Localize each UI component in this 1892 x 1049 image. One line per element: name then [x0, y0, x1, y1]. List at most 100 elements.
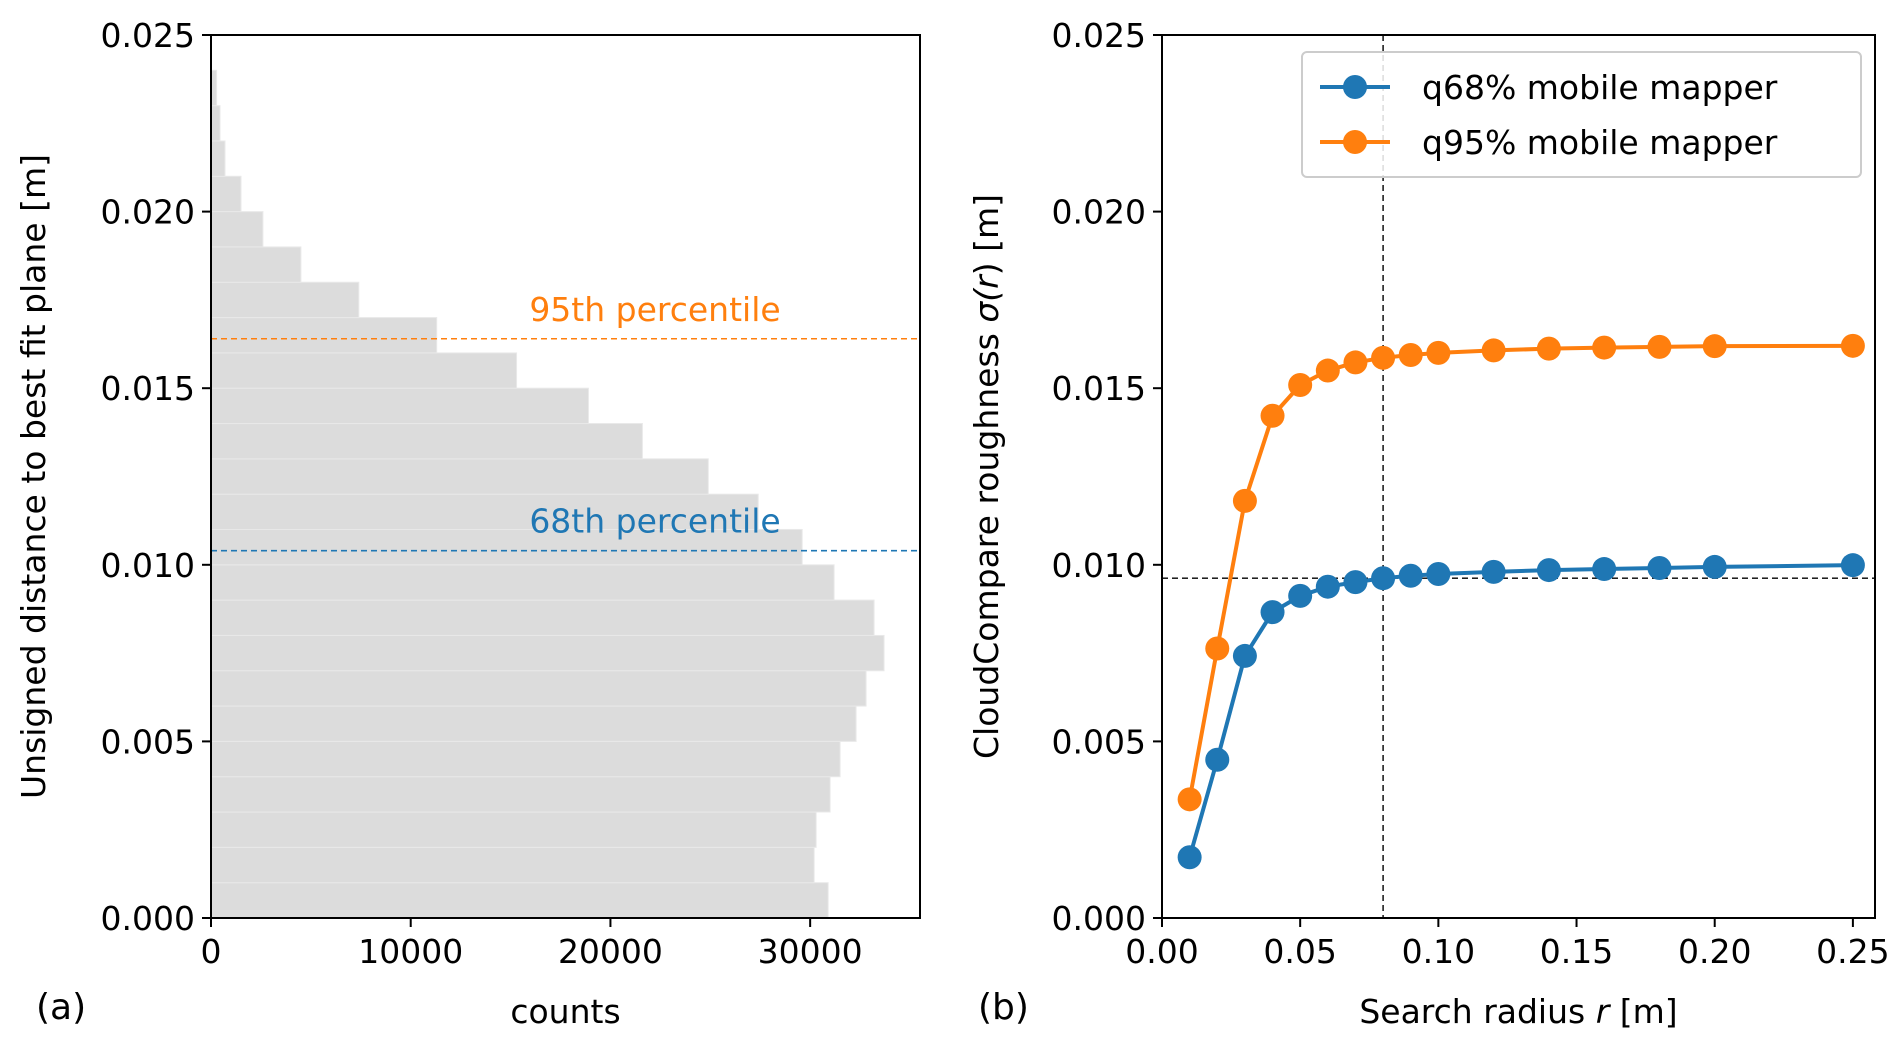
series-point [1647, 555, 1672, 580]
y-tick-label: 0.015 [1052, 369, 1146, 408]
roughness-x-axis-label: Search radius r [m] [1359, 992, 1677, 1031]
y-tick-label: 0.025 [1052, 16, 1146, 55]
histogram-bar [210, 811, 817, 848]
series-point [1288, 373, 1313, 398]
x-tick-label: 10000 [358, 932, 463, 971]
y-tick-label: 0.020 [101, 193, 195, 232]
roughness-axes-frame [1161, 34, 1876, 919]
histogram-bar [210, 740, 841, 778]
series-line [1187, 343, 1853, 800]
y-tick-label: 0.020 [1052, 193, 1146, 232]
roughness-y-axis-label: CloudCompare roughness σ(r) [m] [967, 194, 1006, 759]
histogram-bar [210, 493, 759, 530]
x-label-var: r [1596, 992, 1612, 1031]
y-tick-label: 0.005 [1052, 722, 1146, 761]
histogram-bar [210, 882, 829, 919]
histogram-bar [210, 175, 242, 213]
y-label-suffix: ) [m] [967, 194, 1006, 275]
x-tick-label: 0.20 [1678, 932, 1751, 971]
x-tick-label: 30000 [758, 932, 863, 971]
percentile-lines: 95th percentile 68th percentile [211, 290, 920, 552]
y-tick-label: 0.015 [101, 369, 195, 408]
panel-label-a: (a) [36, 987, 86, 1028]
series-point [1702, 334, 1727, 359]
series-point [1343, 350, 1368, 375]
histogram-bar [210, 705, 857, 742]
reference-lines [1162, 35, 1875, 918]
histogram-y-axis-label: Unsigned distance to best fit plane [m] [14, 154, 53, 799]
series-point [1232, 488, 1257, 513]
y-tick-label: 0.000 [1052, 899, 1146, 938]
roughness-panel: 0.00 0.05 0.10 0.15 0.20 0.25 0.000 0.005 0.010… [967, 16, 1890, 1031]
legend: q68% mobile mapper q95% mobile mapper [1301, 51, 1862, 178]
histogram-bar [210, 599, 875, 636]
series-0 [1177, 553, 1865, 870]
percentile-label: 68th percentile [529, 502, 780, 541]
histogram-bar [210, 528, 803, 566]
series-point [1177, 845, 1202, 870]
series-point [1260, 403, 1285, 428]
x-label-prefix: Search radius [1359, 992, 1595, 1031]
histogram-bar [210, 670, 867, 707]
y-tick-label: 0.000 [101, 899, 195, 938]
series-point [1702, 554, 1727, 579]
x-tick-label: 0 [201, 932, 222, 971]
histogram-bar [210, 211, 264, 248]
series-line [1187, 563, 1853, 858]
series-point [1288, 583, 1313, 608]
histogram-bar [210, 317, 438, 354]
histogram-bar [210, 140, 226, 177]
histogram-axes-frame [210, 34, 921, 919]
series-point [1426, 340, 1451, 365]
histogram-y-ticks: 0.000 0.005 0.010 0.015 0.020 0.025 [101, 16, 211, 938]
series-point [1205, 747, 1230, 772]
series-point [1536, 336, 1561, 361]
series-point [1398, 563, 1423, 588]
series-point [1647, 334, 1672, 359]
series-point [1398, 342, 1423, 367]
series-point [1343, 570, 1368, 595]
legend-marker [1343, 75, 1367, 99]
histogram-panel: 95th percentile 68th percentile 0 10000 200… [14, 16, 921, 1031]
histogram-bar [210, 458, 709, 495]
y-label-var: r [967, 273, 1006, 289]
histogram-bar [210, 105, 221, 142]
x-label-suffix: [m] [1609, 992, 1677, 1031]
series-point [1592, 335, 1617, 360]
series-point [1232, 643, 1257, 668]
series-point [1315, 358, 1340, 383]
histogram-x-ticks: 0 10000 20000 30000 [201, 918, 863, 971]
y-tick-label: 0.010 [1052, 546, 1146, 585]
histogram-bars [210, 69, 885, 919]
percentile-label: 95th percentile [529, 290, 780, 329]
y-label-prefix: CloudCompare roughness [967, 323, 1006, 759]
y-tick-label: 0.010 [101, 546, 195, 585]
series-1 [1177, 333, 1865, 812]
x-tick-label: 0.00 [1125, 932, 1198, 971]
roughness-y-ticks: 0.000 0.005 0.010 0.015 0.020 0.025 [1052, 16, 1162, 938]
x-tick-label: 0.15 [1540, 932, 1613, 971]
histogram-bar [210, 281, 360, 319]
roughness-x-ticks: 0.00 0.05 0.10 0.15 0.20 0.25 [1125, 918, 1890, 971]
histogram-bar [210, 846, 815, 884]
histogram-x-axis-label: counts [510, 992, 620, 1031]
histogram-bar [210, 423, 643, 460]
y-tick-label: 0.005 [101, 722, 195, 761]
y-label-sigma: σ( [967, 287, 1006, 323]
histogram-bar [210, 564, 835, 601]
histogram-bar [210, 776, 831, 813]
y-tick-label: 0.025 [101, 16, 195, 55]
series-point [1177, 787, 1202, 812]
series-point [1592, 557, 1617, 582]
histogram-bar [210, 246, 302, 283]
legend-marker [1343, 130, 1367, 154]
legend-label: q95% mobile mapper [1422, 123, 1778, 162]
legend-label: q68% mobile mapper [1422, 68, 1778, 107]
series-point [1371, 345, 1396, 370]
histogram-bar [210, 387, 589, 425]
series-point [1840, 553, 1865, 578]
x-tick-label: 0.25 [1816, 932, 1889, 971]
series-point [1536, 558, 1561, 583]
series-point [1481, 559, 1506, 584]
